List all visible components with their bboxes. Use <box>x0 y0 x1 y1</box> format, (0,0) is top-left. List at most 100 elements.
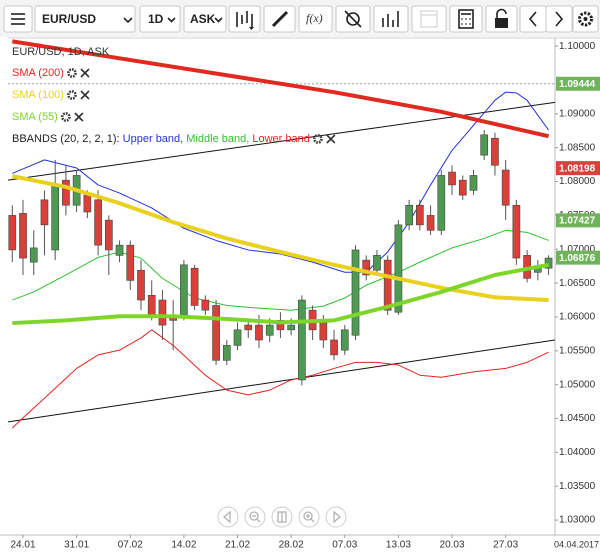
candle-body <box>458 179 467 196</box>
y-tick-label: 1.05000 <box>559 379 596 390</box>
remove-icon[interactable] <box>74 112 84 122</box>
symbol: EUR/USD <box>42 12 96 26</box>
legend-sma-settings[interactable] <box>60 112 71 122</box>
crosshair-button[interactable] <box>335 5 371 33</box>
menu-button[interactable] <box>3 5 33 33</box>
y-tick-label: 1.04000 <box>559 447 596 458</box>
calculator-button[interactable] <box>449 5 483 33</box>
volume-button[interactable] <box>373 5 409 33</box>
candle-body <box>383 259 392 311</box>
legend-bbands-settings[interactable] <box>312 134 323 144</box>
candle-body <box>40 199 49 226</box>
y-tick-label: 1.05500 <box>559 345 596 356</box>
y-tick-label: 1.04500 <box>559 413 596 424</box>
indicator-line <box>11 329 549 429</box>
settings-button[interactable] <box>572 5 599 33</box>
candle-body <box>416 204 424 226</box>
y-tick-label: 1.03000 <box>559 515 596 526</box>
scroll-left[interactable] <box>217 506 239 528</box>
legend-sma-remove[interactable] <box>74 112 84 122</box>
gear-icon[interactable] <box>312 134 323 144</box>
candle-body <box>351 249 360 336</box>
gear-icon[interactable] <box>67 68 77 78</box>
candle-body <box>244 324 253 331</box>
candle-body <box>137 269 145 301</box>
candle-body <box>330 339 338 356</box>
reset-zoom[interactable] <box>271 506 293 528</box>
x-tick-label: 31.01 <box>64 540 89 551</box>
candle-body <box>480 134 489 156</box>
chart-type-button[interactable] <box>228 5 261 33</box>
x-tick-label: 20.03 <box>440 540 465 551</box>
y-tick-label: 1.06000 <box>559 312 596 323</box>
remove-icon[interactable] <box>80 90 90 100</box>
candle-body <box>319 320 328 341</box>
candle-body <box>212 305 220 361</box>
remove-icon[interactable] <box>326 134 336 144</box>
gear-icon[interactable] <box>60 112 71 122</box>
zoom-out[interactable] <box>244 506 266 528</box>
indicator-line <box>8 339 555 423</box>
calendar-button[interactable] <box>411 5 447 33</box>
candle-body <box>298 299 306 381</box>
y-tick-label: 1.10000 <box>559 41 596 52</box>
indicator-line <box>12 229 549 311</box>
next-button[interactable] <box>545 5 573 33</box>
indicator-line <box>12 262 549 326</box>
remove-icon[interactable] <box>80 68 90 78</box>
y-tick-label: 1.09000 <box>559 108 596 119</box>
legend: EUR/USD, 1D, ASK SMA (200) SMA (100) SMA (… <box>12 46 336 145</box>
candle-body <box>265 324 274 336</box>
interval-dropdown[interactable]: 1D <box>139 5 181 33</box>
x-tick-label: 07.03 <box>332 540 357 551</box>
candle-body <box>448 171 456 186</box>
candle-body <box>83 194 92 213</box>
candle-body <box>51 184 60 251</box>
price-type-dropdown[interactable]: ASK <box>183 5 227 33</box>
symbol-dropdown[interactable]: EUR/USD <box>34 5 136 33</box>
draw-button[interactable] <box>263 5 296 33</box>
x-tick-label: 27.03 <box>493 540 518 551</box>
legend-sma-settings[interactable] <box>67 90 77 100</box>
candle-body <box>512 204 521 259</box>
legend-sma-settings[interactable] <box>67 68 77 78</box>
legend-entry: BBANDS (20, 2, 2, 1): Upper band, Middle… <box>12 133 310 145</box>
toolbar: EUR/USD 1D ASK f(x) <box>0 0 600 37</box>
indicators-button[interactable]: f(x) <box>298 5 333 33</box>
zoom-in[interactable] <box>298 506 320 528</box>
scroll-right[interactable] <box>325 506 347 528</box>
candle-body <box>19 213 27 259</box>
lock-button[interactable] <box>485 5 518 33</box>
y-tick-label: 1.08000 <box>559 176 596 187</box>
axes: 1.100001.090001.085001.080001.075001.070… <box>11 41 600 551</box>
legend-entry-part: Middle band, <box>186 133 249 145</box>
candle-body <box>201 299 210 311</box>
gear-icon[interactable] <box>67 90 77 100</box>
candle-body <box>180 264 188 316</box>
price-marker-label: 1.08198 <box>559 163 596 174</box>
candle-body <box>437 175 446 231</box>
indicator-line <box>11 174 549 303</box>
legend-bbands-remove[interactable] <box>326 134 336 144</box>
candle-body <box>255 324 263 341</box>
candle-body <box>158 299 167 326</box>
legend-sma-remove[interactable] <box>80 90 90 100</box>
legend-title: EUR/USD, 1D, ASK <box>12 46 110 58</box>
candle-body <box>29 247 38 263</box>
candle-body <box>115 244 124 256</box>
legend-sma-remove[interactable] <box>80 68 90 78</box>
prev-button[interactable] <box>519 5 547 33</box>
candle-body <box>190 267 199 306</box>
candle-body <box>544 257 553 269</box>
price-marker <box>556 76 600 91</box>
indicator-line <box>12 91 549 273</box>
price-marker <box>556 213 600 228</box>
y-tick-label: 1.08500 <box>559 142 596 153</box>
y-tick-label: 1.06500 <box>559 278 596 289</box>
candle-body <box>394 224 403 313</box>
y-tick-label: 1.03500 <box>559 481 596 492</box>
candle-body <box>362 259 371 276</box>
candle-body <box>62 179 70 206</box>
candle-body <box>373 255 381 271</box>
